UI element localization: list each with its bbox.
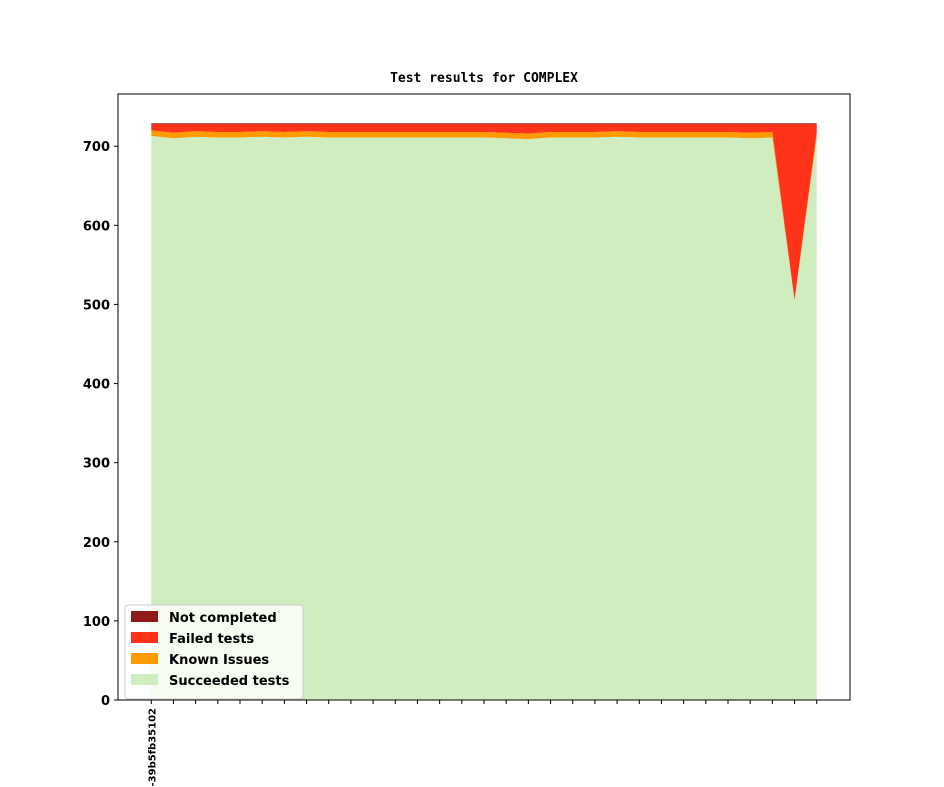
chart-title: Test results for COMPLEX xyxy=(390,71,578,86)
y-tick-label: 400 xyxy=(83,378,110,393)
legend-label: Succeeded tests xyxy=(169,674,290,689)
legend-swatch xyxy=(131,653,158,664)
legend-box xyxy=(124,604,304,700)
y-tick-label: 700 xyxy=(83,140,110,155)
legend-label: Not completed xyxy=(169,611,277,626)
legend-swatch xyxy=(131,632,158,643)
legend-label: Known Issues xyxy=(169,653,269,668)
y-tick-label: 600 xyxy=(83,219,110,234)
legend: Not completed Failed tests Known Issues Suc… xyxy=(124,604,304,700)
y-tick-label: 500 xyxy=(83,298,110,313)
y-tick-label: 100 xyxy=(83,615,110,630)
y-tick-label: 300 xyxy=(83,457,110,472)
legend-swatch xyxy=(131,611,158,622)
area xyxy=(151,123,817,125)
y-tick-label: 0 xyxy=(101,694,110,709)
legend-label: Failed tests xyxy=(169,632,254,647)
area xyxy=(151,135,817,700)
y-tick-label: 200 xyxy=(83,536,110,551)
legend-swatch xyxy=(131,674,158,685)
x-tick-label: -39b5fb35102 xyxy=(147,708,158,787)
